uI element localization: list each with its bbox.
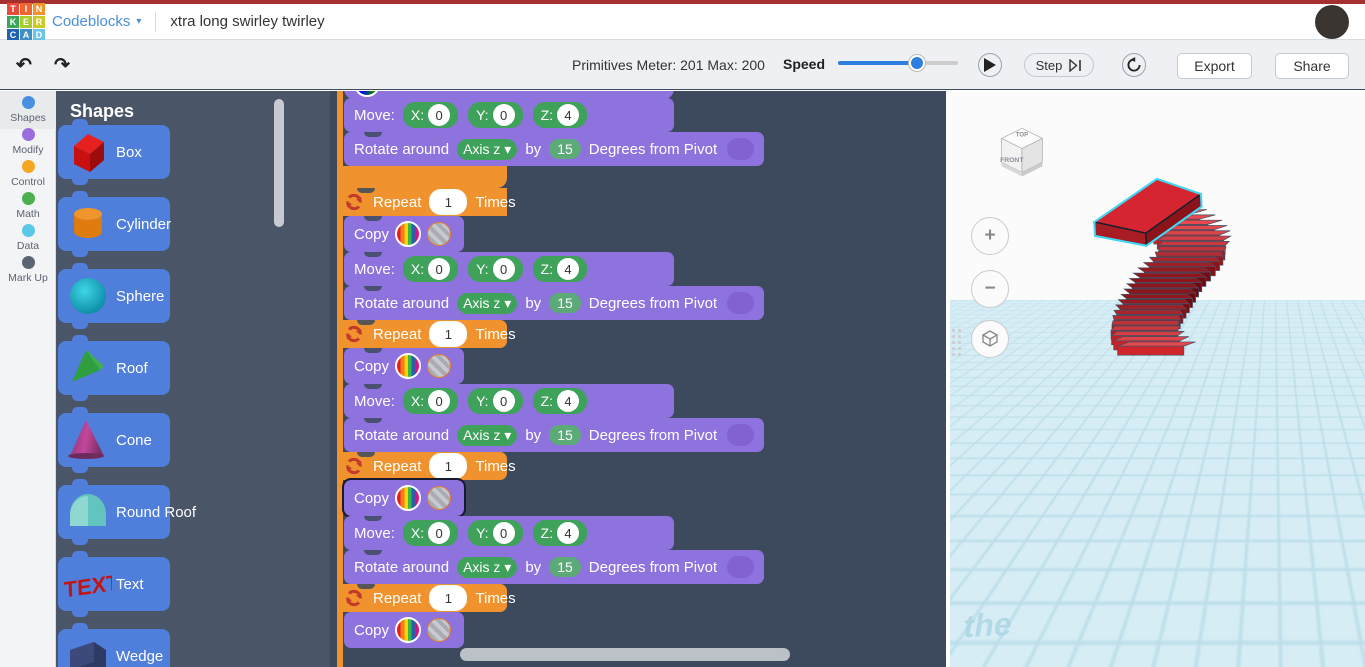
svg-text:FRONT: FRONT <box>1000 157 1024 164</box>
svg-text:TOP: TOP <box>1016 131 1028 138</box>
svg-text:TEXT: TEXT <box>64 570 112 603</box>
